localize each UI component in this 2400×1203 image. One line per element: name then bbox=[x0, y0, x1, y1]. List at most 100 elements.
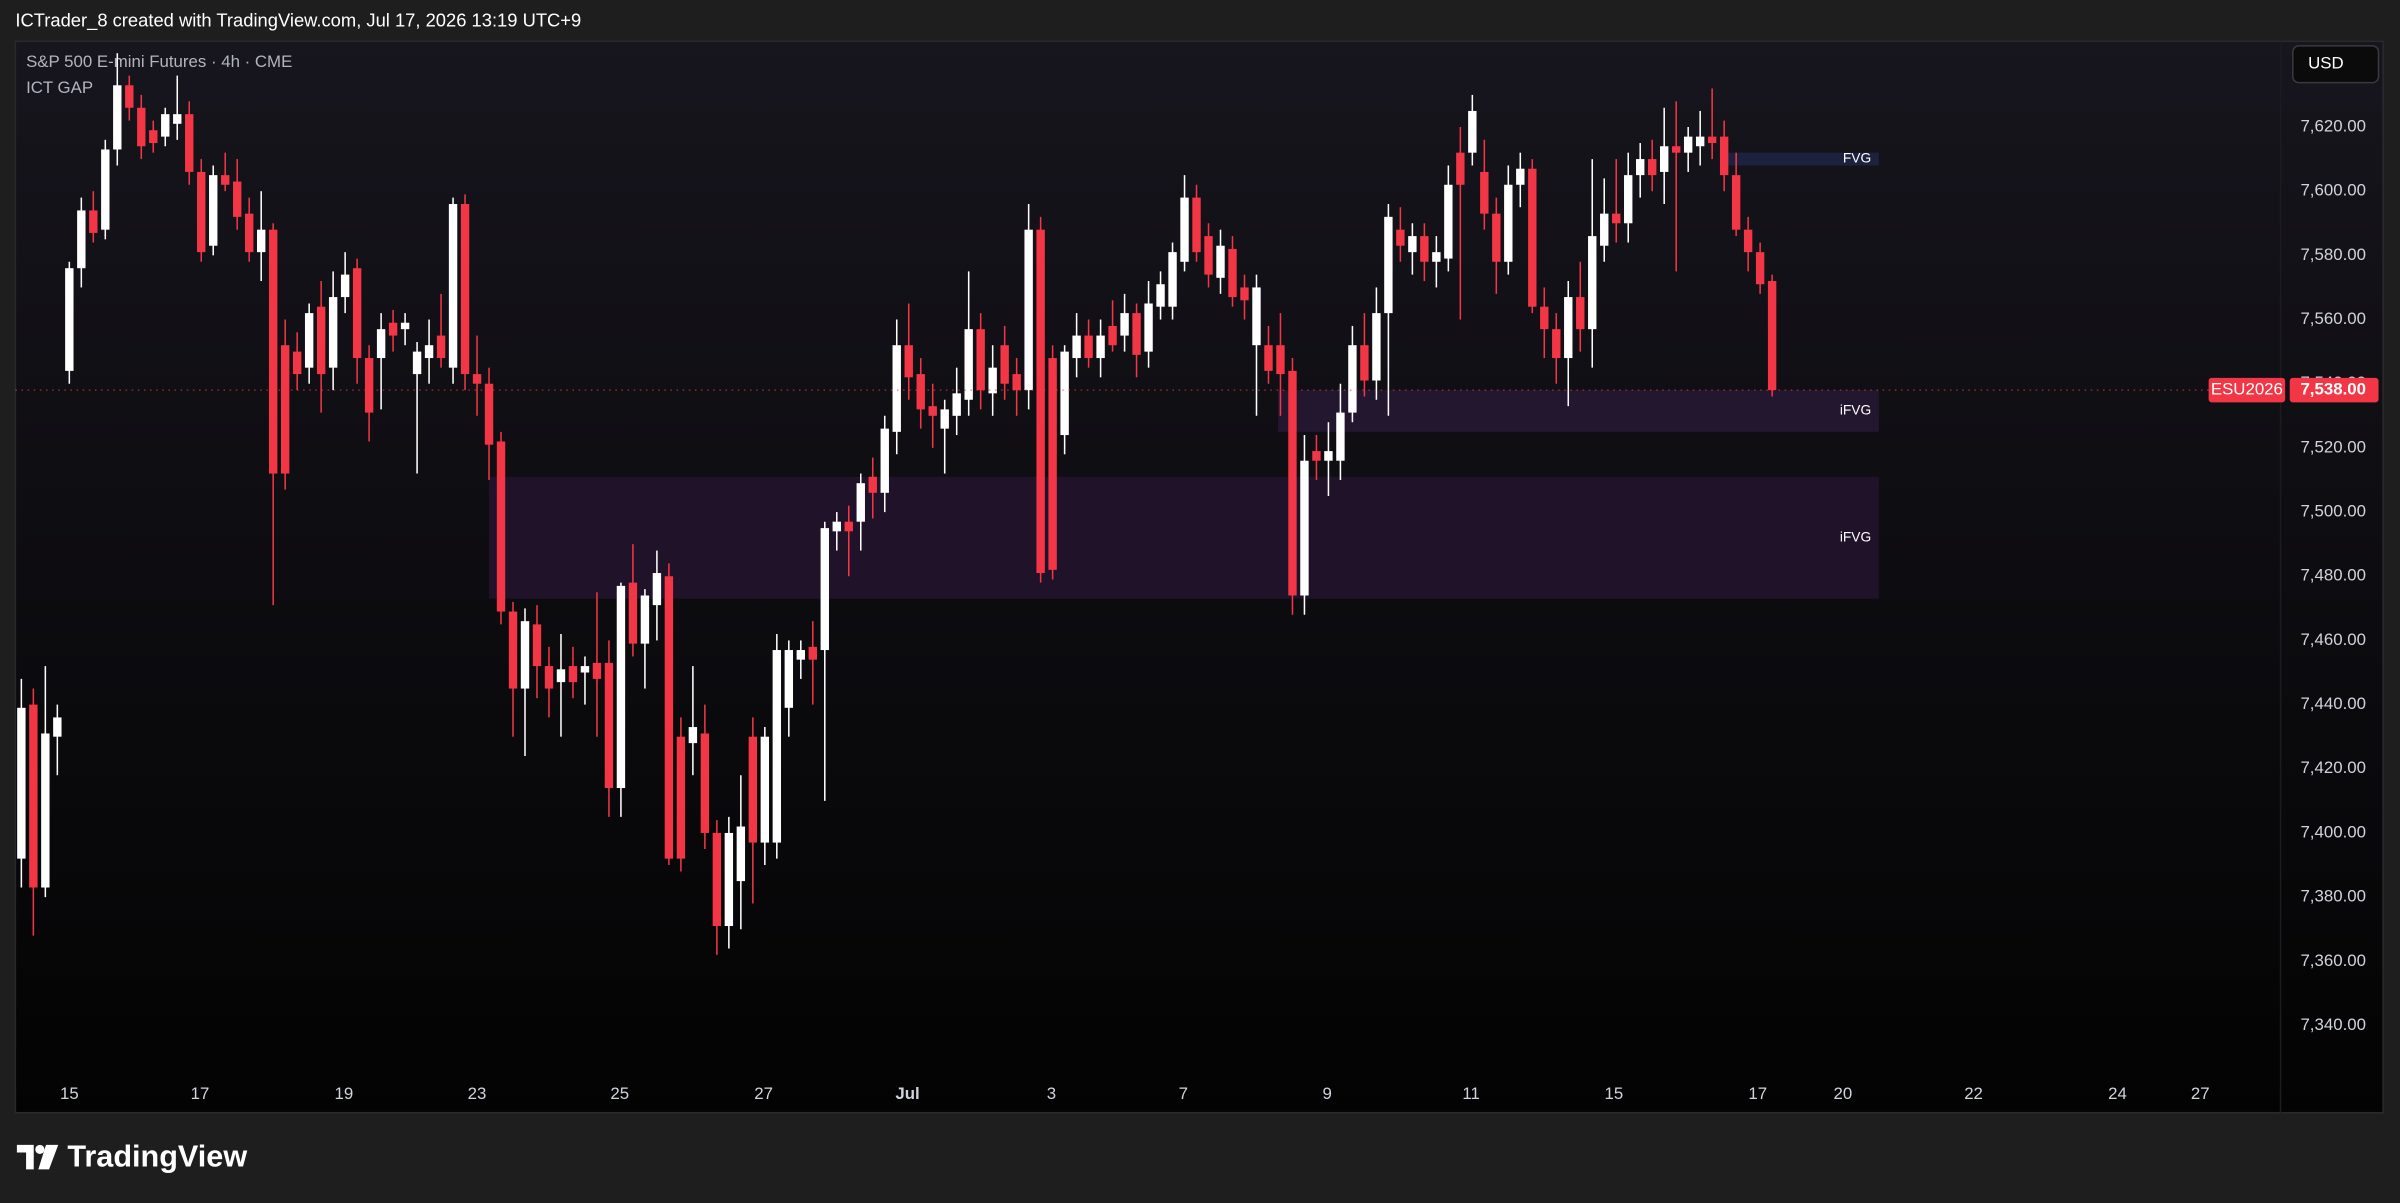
candle-body bbox=[448, 204, 458, 368]
candle-body bbox=[688, 727, 698, 744]
candle-body bbox=[1420, 236, 1429, 262]
candle-body bbox=[1120, 313, 1129, 336]
candle-body bbox=[1012, 374, 1021, 391]
candle-body bbox=[388, 322, 398, 336]
candle-body bbox=[1324, 451, 1333, 461]
candle-body bbox=[1336, 412, 1345, 461]
candle-body bbox=[1288, 370, 1297, 596]
candle-body bbox=[1252, 287, 1261, 346]
candle-body bbox=[1408, 236, 1417, 253]
candle-body bbox=[748, 736, 758, 843]
candle-body bbox=[1372, 313, 1381, 381]
candle-body bbox=[484, 383, 494, 445]
candle-body bbox=[1300, 460, 1309, 596]
candle-body bbox=[29, 704, 38, 888]
x-tick-label: 15 bbox=[60, 1084, 79, 1103]
candle-body bbox=[844, 521, 853, 532]
indicator-name: ICT GAP bbox=[26, 78, 93, 97]
candle-body bbox=[17, 707, 26, 859]
zone-label: FVG bbox=[1843, 151, 1871, 166]
x-tick-label: 24 bbox=[2108, 1084, 2127, 1103]
candle-body bbox=[1192, 197, 1201, 253]
candle-body bbox=[1276, 345, 1285, 375]
candle-body bbox=[616, 585, 626, 789]
x-tick-label: 22 bbox=[1964, 1084, 1983, 1103]
candle-body bbox=[568, 666, 578, 683]
candle-body bbox=[1132, 313, 1141, 355]
gap-zone bbox=[1721, 152, 1879, 166]
zone-label: iFVG bbox=[1840, 403, 1871, 418]
candle-body bbox=[1707, 136, 1717, 144]
candle-body bbox=[724, 832, 734, 927]
candle-body bbox=[1216, 245, 1225, 278]
candle-body bbox=[820, 528, 829, 651]
candle-body bbox=[113, 85, 122, 150]
x-tick-label: 17 bbox=[1748, 1084, 1767, 1103]
candle-body bbox=[149, 130, 158, 144]
y-tick-label: 7,480.00 bbox=[2300, 566, 2366, 585]
candle-body bbox=[1480, 171, 1489, 214]
candle-body bbox=[268, 229, 278, 474]
y-tick-label: 7,460.00 bbox=[2300, 630, 2366, 649]
candle-body bbox=[1108, 325, 1117, 346]
y-tick-label: 7,620.00 bbox=[2300, 116, 2366, 135]
candle-body bbox=[1755, 252, 1765, 285]
header-text: ICTrader_8 created with TradingView.com,… bbox=[15, 9, 581, 31]
candle-body bbox=[532, 624, 542, 667]
x-tick-label: 17 bbox=[191, 1084, 210, 1103]
candle-body bbox=[1731, 175, 1741, 230]
currency-box[interactable] bbox=[2292, 45, 2380, 84]
candle-body bbox=[808, 646, 817, 660]
candle-body bbox=[1492, 213, 1501, 262]
y-tick-label: 7,440.00 bbox=[2300, 694, 2366, 713]
candle-body bbox=[1360, 345, 1369, 381]
candle-body bbox=[784, 650, 794, 708]
gap-zone bbox=[489, 476, 1879, 599]
candle-body bbox=[1600, 213, 1609, 246]
y-tick-label: 7,500.00 bbox=[2300, 502, 2366, 521]
candle-body bbox=[1180, 197, 1189, 262]
candle-body bbox=[1204, 236, 1213, 275]
candle-body bbox=[712, 832, 722, 927]
candle-body bbox=[400, 322, 410, 330]
candle-body bbox=[304, 313, 314, 368]
x-tick-label: 11 bbox=[1462, 1084, 1479, 1103]
candle-body bbox=[1659, 146, 1669, 172]
x-tick-label: 25 bbox=[610, 1084, 629, 1103]
candle-body bbox=[173, 114, 182, 124]
candle-body bbox=[1504, 184, 1513, 262]
y-tick-label: 7,400.00 bbox=[2300, 822, 2366, 841]
candle-body bbox=[1396, 229, 1405, 246]
candle-body bbox=[1048, 358, 1057, 570]
candle-body bbox=[1228, 248, 1237, 298]
candle-body bbox=[1468, 110, 1477, 153]
candle-body bbox=[544, 666, 554, 689]
brand-logo bbox=[16, 1144, 59, 1170]
candle-body bbox=[1456, 152, 1465, 185]
y-tick-label: 7,380.00 bbox=[2300, 887, 2366, 906]
y-tick-label: 7,580.00 bbox=[2300, 245, 2366, 264]
candle-body bbox=[1168, 252, 1177, 307]
y-tick-label: 7,600.00 bbox=[2300, 181, 2366, 200]
candle-body bbox=[340, 274, 350, 298]
candle-body bbox=[652, 573, 662, 606]
x-tick-label: 3 bbox=[1047, 1084, 1056, 1103]
candle-body bbox=[1695, 136, 1705, 147]
candle-body bbox=[233, 181, 242, 217]
candle-body bbox=[700, 733, 710, 833]
candle-body bbox=[245, 213, 254, 253]
x-tick-label: 23 bbox=[468, 1084, 487, 1103]
currency[interactable]: USD bbox=[2308, 54, 2344, 73]
candle-body bbox=[556, 669, 566, 683]
x-tick-label: Jul bbox=[895, 1084, 919, 1103]
candle-body bbox=[664, 576, 674, 859]
candle-body bbox=[592, 662, 602, 679]
candle-body bbox=[964, 329, 973, 400]
chart-title: S&P 500 E-mini Futures · 4h · CME bbox=[26, 52, 292, 71]
candle-body bbox=[460, 204, 470, 375]
candle-body bbox=[772, 650, 782, 843]
candle-body bbox=[580, 666, 590, 673]
candle-body bbox=[53, 717, 62, 737]
candle-body bbox=[197, 171, 206, 253]
candle-body bbox=[628, 582, 638, 644]
